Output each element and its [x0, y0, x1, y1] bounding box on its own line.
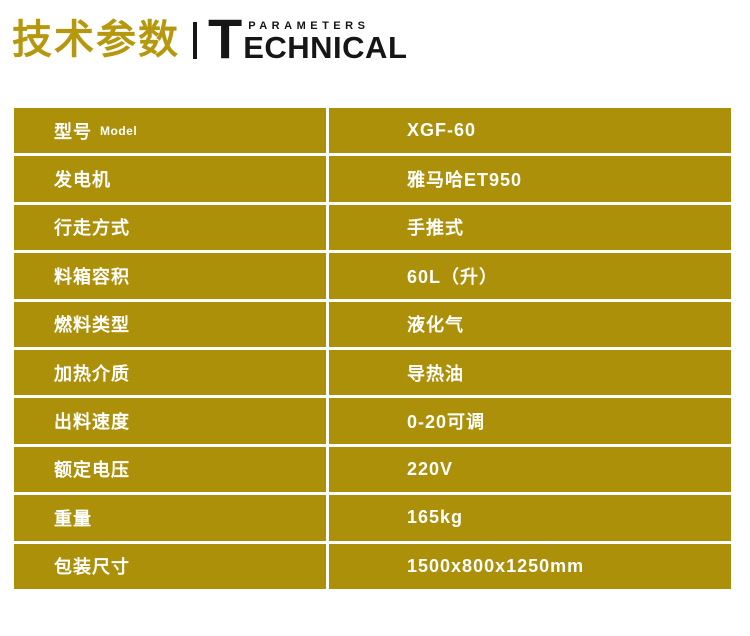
spec-label: 发电机	[54, 170, 111, 191]
spec-value: 手推式	[407, 218, 464, 239]
spec-value: 导热油	[407, 363, 464, 384]
spec-label: 额定电压	[54, 460, 130, 481]
spec-value: 液化气	[407, 315, 464, 336]
table-row: 行走方式 手推式	[14, 204, 731, 251]
spec-value: 雅马哈ET950	[407, 170, 523, 191]
spec-label: 燃料类型	[54, 315, 130, 336]
table-row: 包装尺寸 1500x800x1250mm	[14, 543, 731, 589]
logo-word-echnical: ECHNICAL	[243, 30, 408, 66]
spec-value-cell: 1500x800x1250mm	[329, 543, 731, 589]
spec-value-cell: 60L（升）	[329, 253, 731, 299]
spec-value: 0-20可调	[407, 412, 486, 433]
spec-label-cell: 发电机	[14, 156, 326, 202]
page-title: 技术参数	[12, 16, 180, 63]
spec-value-cell: 导热油	[329, 349, 731, 396]
table-row: 发电机 雅马哈ET950	[14, 156, 731, 202]
spec-value-cell: 手推式	[329, 204, 731, 251]
spec-label-cell: 行走方式	[14, 204, 326, 251]
spec-value: 1500x800x1250mm	[407, 555, 585, 576]
spec-label-cell: 重量	[14, 495, 326, 541]
logo-text-stack: PARAMETERS ECHNICAL	[243, 20, 408, 66]
spec-label-cell: 出料速度	[14, 398, 326, 444]
table-row: 加热介质 导热油	[14, 349, 731, 396]
spec-value: 165kg	[407, 507, 464, 528]
header-divider-bar	[193, 21, 197, 59]
spec-value-cell: 220V	[329, 446, 731, 493]
spec-value-cell: 液化气	[329, 301, 731, 347]
spec-value-cell: 雅马哈ET950	[329, 156, 731, 202]
spec-value: XGF-60	[407, 120, 477, 141]
spec-label: 型号	[54, 121, 92, 142]
spec-value-cell: XGF-60	[329, 108, 731, 154]
spec-table: 型号 Model XGF-60 发电机 雅马哈ET950 行走方式 手推式 料箱…	[14, 108, 731, 592]
table-row: 额定电压 220V	[14, 446, 731, 493]
table-row: 燃料类型 液化气	[14, 301, 731, 347]
table-row: 出料速度 0-20可调	[14, 398, 731, 444]
spec-value: 60L（升）	[407, 266, 499, 287]
page-header: 技术参数 T PARAMETERS ECHNICAL	[12, 7, 408, 70]
spec-value: 220V	[407, 458, 454, 479]
spec-label: 加热介质	[54, 363, 130, 384]
spec-label: 重量	[54, 508, 92, 529]
table-row: 重量 165kg	[14, 495, 731, 541]
spec-label-en: Model	[100, 123, 138, 138]
spec-label-cell: 包装尺寸	[14, 543, 326, 589]
spec-label: 包装尺寸	[54, 557, 130, 578]
spec-label-cell: 型号 Model	[14, 108, 326, 154]
spec-label-cell: 加热介质	[14, 349, 326, 396]
table-row: 料箱容积 60L（升）	[14, 253, 731, 299]
spec-value-cell: 0-20可调	[329, 398, 731, 444]
logo-word-parameters: PARAMETERS	[248, 20, 370, 33]
spec-label-cell: 额定电压	[14, 446, 326, 493]
spec-label: 出料速度	[54, 412, 130, 433]
technical-parameters-logo: T PARAMETERS ECHNICAL	[208, 7, 408, 70]
spec-value-cell: 165kg	[329, 495, 731, 541]
spec-label-cell: 料箱容积	[14, 253, 326, 299]
logo-initial: T	[208, 7, 243, 70]
spec-label: 料箱容积	[54, 266, 130, 287]
spec-label-cell: 燃料类型	[14, 301, 326, 347]
table-row: 型号 Model XGF-60	[14, 108, 731, 154]
spec-label: 行走方式	[54, 218, 130, 239]
